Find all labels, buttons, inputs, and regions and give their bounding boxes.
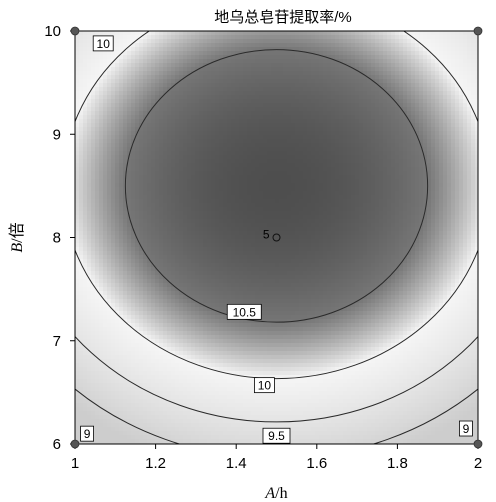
chart-title: 地乌总皂苷提取率/%: [214, 9, 352, 26]
x-axis-ticks: 1 1.2 1.4 1.6 1.8 2: [71, 444, 482, 472]
y-tick-label: 7: [53, 333, 61, 350]
x-axis-label: A/h: [264, 485, 287, 502]
contour-label-box: [92, 35, 114, 52]
y-tick-label: 10: [44, 23, 61, 40]
contour-label-box: [459, 420, 473, 437]
contour-line: [75, 31, 478, 380]
design-point: [70, 439, 80, 449]
x-tick-label: 1.8: [387, 455, 408, 472]
design-points: 5: [70, 26, 483, 449]
contour-label-box: [226, 303, 262, 320]
design-point: [70, 26, 80, 36]
contour-label-box: [80, 425, 94, 442]
contour-label: 9.5: [262, 427, 291, 444]
contour-label-box: [262, 427, 291, 444]
contour-line: [124, 49, 429, 323]
contour-label-text: 10: [258, 379, 272, 393]
y-axis-label: B/倍: [8, 222, 26, 252]
contour-label-text: 10: [97, 37, 111, 51]
y-tick-label: 8: [53, 230, 61, 247]
y-tick-label: 9: [53, 126, 61, 143]
x-axis-label-var: A: [264, 485, 275, 502]
y-axis-label-var: B: [9, 243, 26, 253]
x-tick-label: 1: [71, 455, 79, 472]
x-tick-label: 1.2: [145, 455, 166, 472]
contour-labels: 10.5 10 10 9.5 9 9: [80, 35, 473, 444]
center-point: [272, 233, 281, 242]
contour-label-box: [254, 377, 275, 394]
center-point-label: 5: [263, 228, 270, 242]
contour-label: 10: [92, 35, 114, 52]
x-tick-label: 1.6: [306, 455, 327, 472]
contour-label-text: 9: [463, 422, 470, 436]
contour-label-text: 9.5: [268, 429, 285, 443]
contour-line: [75, 31, 478, 423]
x-tick-label: 2: [474, 455, 482, 472]
contour-label: 9: [80, 425, 94, 442]
contour-label-text: 10.5: [233, 305, 257, 319]
x-axis-label-unit: /h: [275, 485, 287, 502]
contour-label: 9: [459, 420, 473, 437]
x-tick-label: 1.4: [226, 455, 247, 472]
contour-lines: [75, 31, 478, 444]
design-point: [473, 26, 483, 36]
contour-label-text: 9: [84, 427, 91, 441]
y-tick-label: 6: [53, 436, 61, 453]
y-axis-ticks: 6 7 8 9 10: [44, 23, 75, 453]
contour-label: 10: [254, 377, 275, 394]
y-axis-label-unit: /倍: [8, 222, 26, 242]
contour-label: 10.5: [226, 303, 262, 320]
design-point: [473, 439, 483, 449]
